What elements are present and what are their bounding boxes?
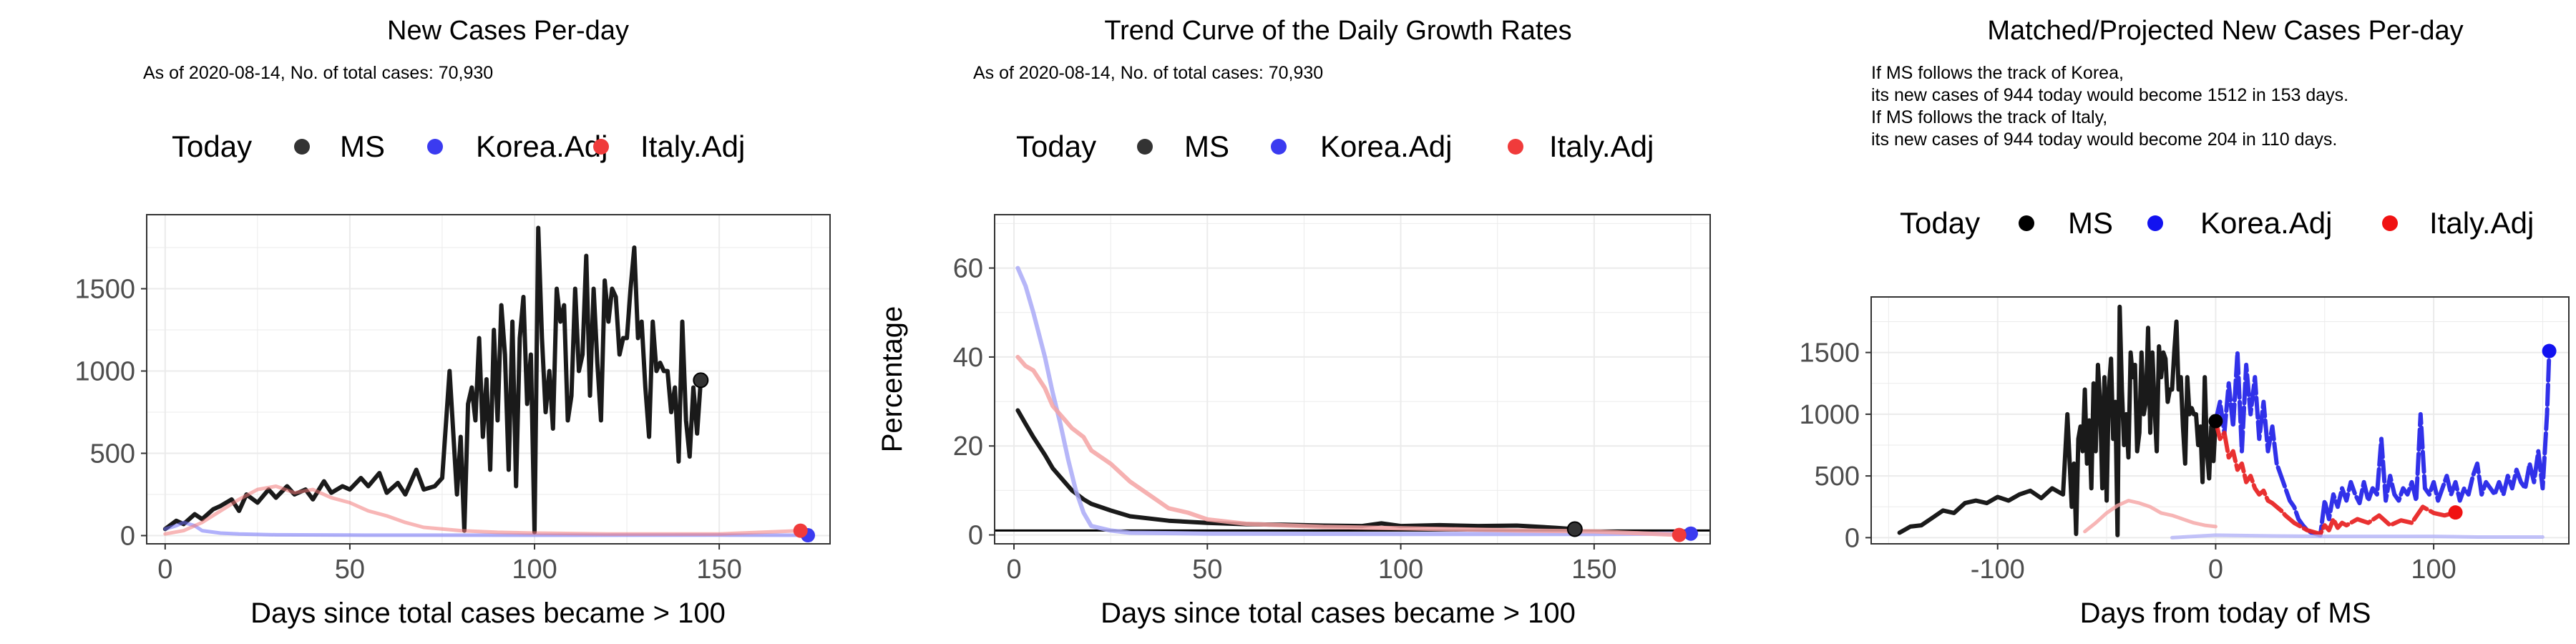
series-group (1897, 304, 2552, 540)
legend-marker-korea-adj (427, 139, 443, 155)
gridlines (995, 215, 1710, 544)
legend-label: MS (340, 130, 385, 163)
y-tick-label: 1000 (74, 357, 135, 387)
plot-border (994, 214, 1711, 545)
axes: 0 500 1000 1500 0 50 100 150 Days since total ca… (74, 275, 741, 630)
today-point-korea-adj (1683, 526, 1698, 541)
y-tick-label: 0 (120, 522, 135, 552)
legend-label: Italy.Adj (640, 130, 745, 163)
legend-marker-korea-adj (1271, 139, 1287, 155)
series-line-italy-adj (1015, 354, 1682, 537)
x-tick-label: 100 (2411, 555, 2456, 585)
series-line-korea-adj (2213, 348, 2552, 537)
chart-panel-3: Matched/Projected New Cases Per-day If MS… (1799, 16, 2570, 629)
chart-panel-2: Trend Curve of the Daily Growth Rates As … (877, 16, 1711, 629)
axes: 0 20 40 60 0 50 100 150 Days since total cases b… (877, 254, 1617, 629)
today-point-korea-adj (2542, 343, 2557, 358)
x-tick-label: 0 (2208, 555, 2223, 585)
chart-annotation-line: its new cases of 944 today would become … (1871, 130, 2337, 150)
series-line-korea-adj-faded-history- (2170, 533, 2545, 540)
series-group (995, 265, 1710, 537)
legend-label: Italy.Adj (1549, 130, 1654, 163)
legend-marker-italy-adj (2382, 215, 2398, 231)
series-group (162, 225, 810, 537)
y-tick-label: 60 (953, 254, 983, 284)
legend-marker-italy-adj (593, 139, 609, 155)
series-line-ms (1015, 408, 1577, 532)
series-line-italy-adj (2213, 419, 2458, 537)
x-axis-label: Days since total cases became > 100 (1101, 597, 1576, 629)
chart-title: Trend Curve of the Daily Growth Rates (1104, 16, 1571, 46)
today-point-ms (1566, 521, 1583, 537)
today-point-italy-adj (1672, 527, 1687, 542)
x-tick-label: 0 (1006, 555, 1021, 585)
today-point-italy-adj (2448, 505, 2463, 520)
chart-legend: Today MS Korea.Adj Italy.Adj (1900, 206, 2534, 240)
y-tick-label: 500 (1815, 462, 1860, 492)
series-line-ms (1897, 304, 2218, 537)
legend-label: Korea.Adj (476, 130, 608, 163)
series-line-korea-adj (1015, 265, 1693, 537)
x-axis-label: Days since total cases became > 100 (250, 597, 726, 629)
chart-subtitle: As of 2020-08-14, No. of total cases: 70… (143, 63, 493, 83)
chart-title: Matched/Projected New Cases Per-day (1987, 16, 2463, 46)
x-tick-label: 0 (157, 555, 172, 585)
legend-label: MS (1184, 130, 1229, 163)
chart-panel-1: New Cases Per-day As of 2020-08-14, No. o… (74, 16, 831, 630)
legend-label: Italy.Adj (2429, 206, 2534, 240)
x-tick-label: -100 (1971, 555, 2025, 585)
x-tick-label: 100 (512, 555, 557, 585)
axes: 0 500 1000 1500 -100 0 100 Days from today of M… (1799, 338, 2456, 629)
x-tick-label: 150 (696, 555, 741, 585)
chart-annotation-line: If MS follows the track of Italy, (1871, 107, 2107, 127)
x-axis-label: Days from today of MS (2080, 597, 2371, 629)
x-tick-label: 50 (1192, 555, 1222, 585)
legend-label: Korea.Adj (1320, 130, 1452, 163)
chart-legend: Today MS Korea.Adj Italy.Adj (1016, 130, 1654, 163)
y-tick-label: 0 (1845, 523, 1860, 553)
plot-area (1870, 296, 2570, 545)
series-line-ms (162, 225, 703, 535)
x-tick-label: 50 (335, 555, 365, 585)
plot-area (994, 214, 1711, 545)
y-tick-label: 20 (953, 431, 983, 462)
chart-annotation-line: If MS follows the track of Korea, (1871, 63, 2124, 83)
legend-label: MS (2068, 206, 2113, 240)
legend-title: Today (1016, 130, 1096, 163)
legend-title: Today (172, 130, 252, 163)
legend-marker-korea-adj (2147, 215, 2163, 231)
y-tick-label: 1000 (1799, 400, 1860, 430)
legend-marker-italy-adj (1508, 139, 1523, 155)
today-point-ms (2208, 414, 2223, 429)
plot-border (1870, 296, 2570, 545)
series-line-ms-faded-italy-matched-history- (2083, 499, 2218, 534)
y-tick-label: 0 (968, 521, 983, 551)
today-point-italy-adj (793, 523, 808, 538)
x-tick-label: 100 (1378, 555, 1423, 585)
x-tick-label: 150 (1571, 555, 1616, 585)
legend-title: Today (1900, 206, 1980, 240)
plot-background (995, 215, 1710, 544)
y-tick-label: 500 (90, 439, 135, 469)
legend-marker-ms (2019, 215, 2034, 231)
chart-annotation-line: its new cases of 944 today would become … (1871, 85, 2348, 105)
y-tick-label: 1500 (1799, 338, 1860, 369)
legend-label: Korea.Adj (2200, 206, 2332, 240)
legend-marker-ms (294, 139, 310, 155)
y-axis-label: Percentage (877, 306, 908, 453)
plot-border (146, 214, 831, 545)
plot-area (146, 214, 831, 545)
chart-subtitle: As of 2020-08-14, No. of total cases: 70… (973, 63, 1323, 83)
today-point-ms (693, 372, 709, 389)
legend-marker-ms (1137, 139, 1153, 155)
chart-legend: Today MS Korea.Adj Italy.Adj (172, 130, 745, 163)
chart-title: New Cases Per-day (387, 16, 629, 46)
y-tick-label: 40 (953, 343, 983, 373)
y-tick-label: 1500 (74, 275, 135, 305)
series-line-italy-adj (163, 484, 803, 536)
